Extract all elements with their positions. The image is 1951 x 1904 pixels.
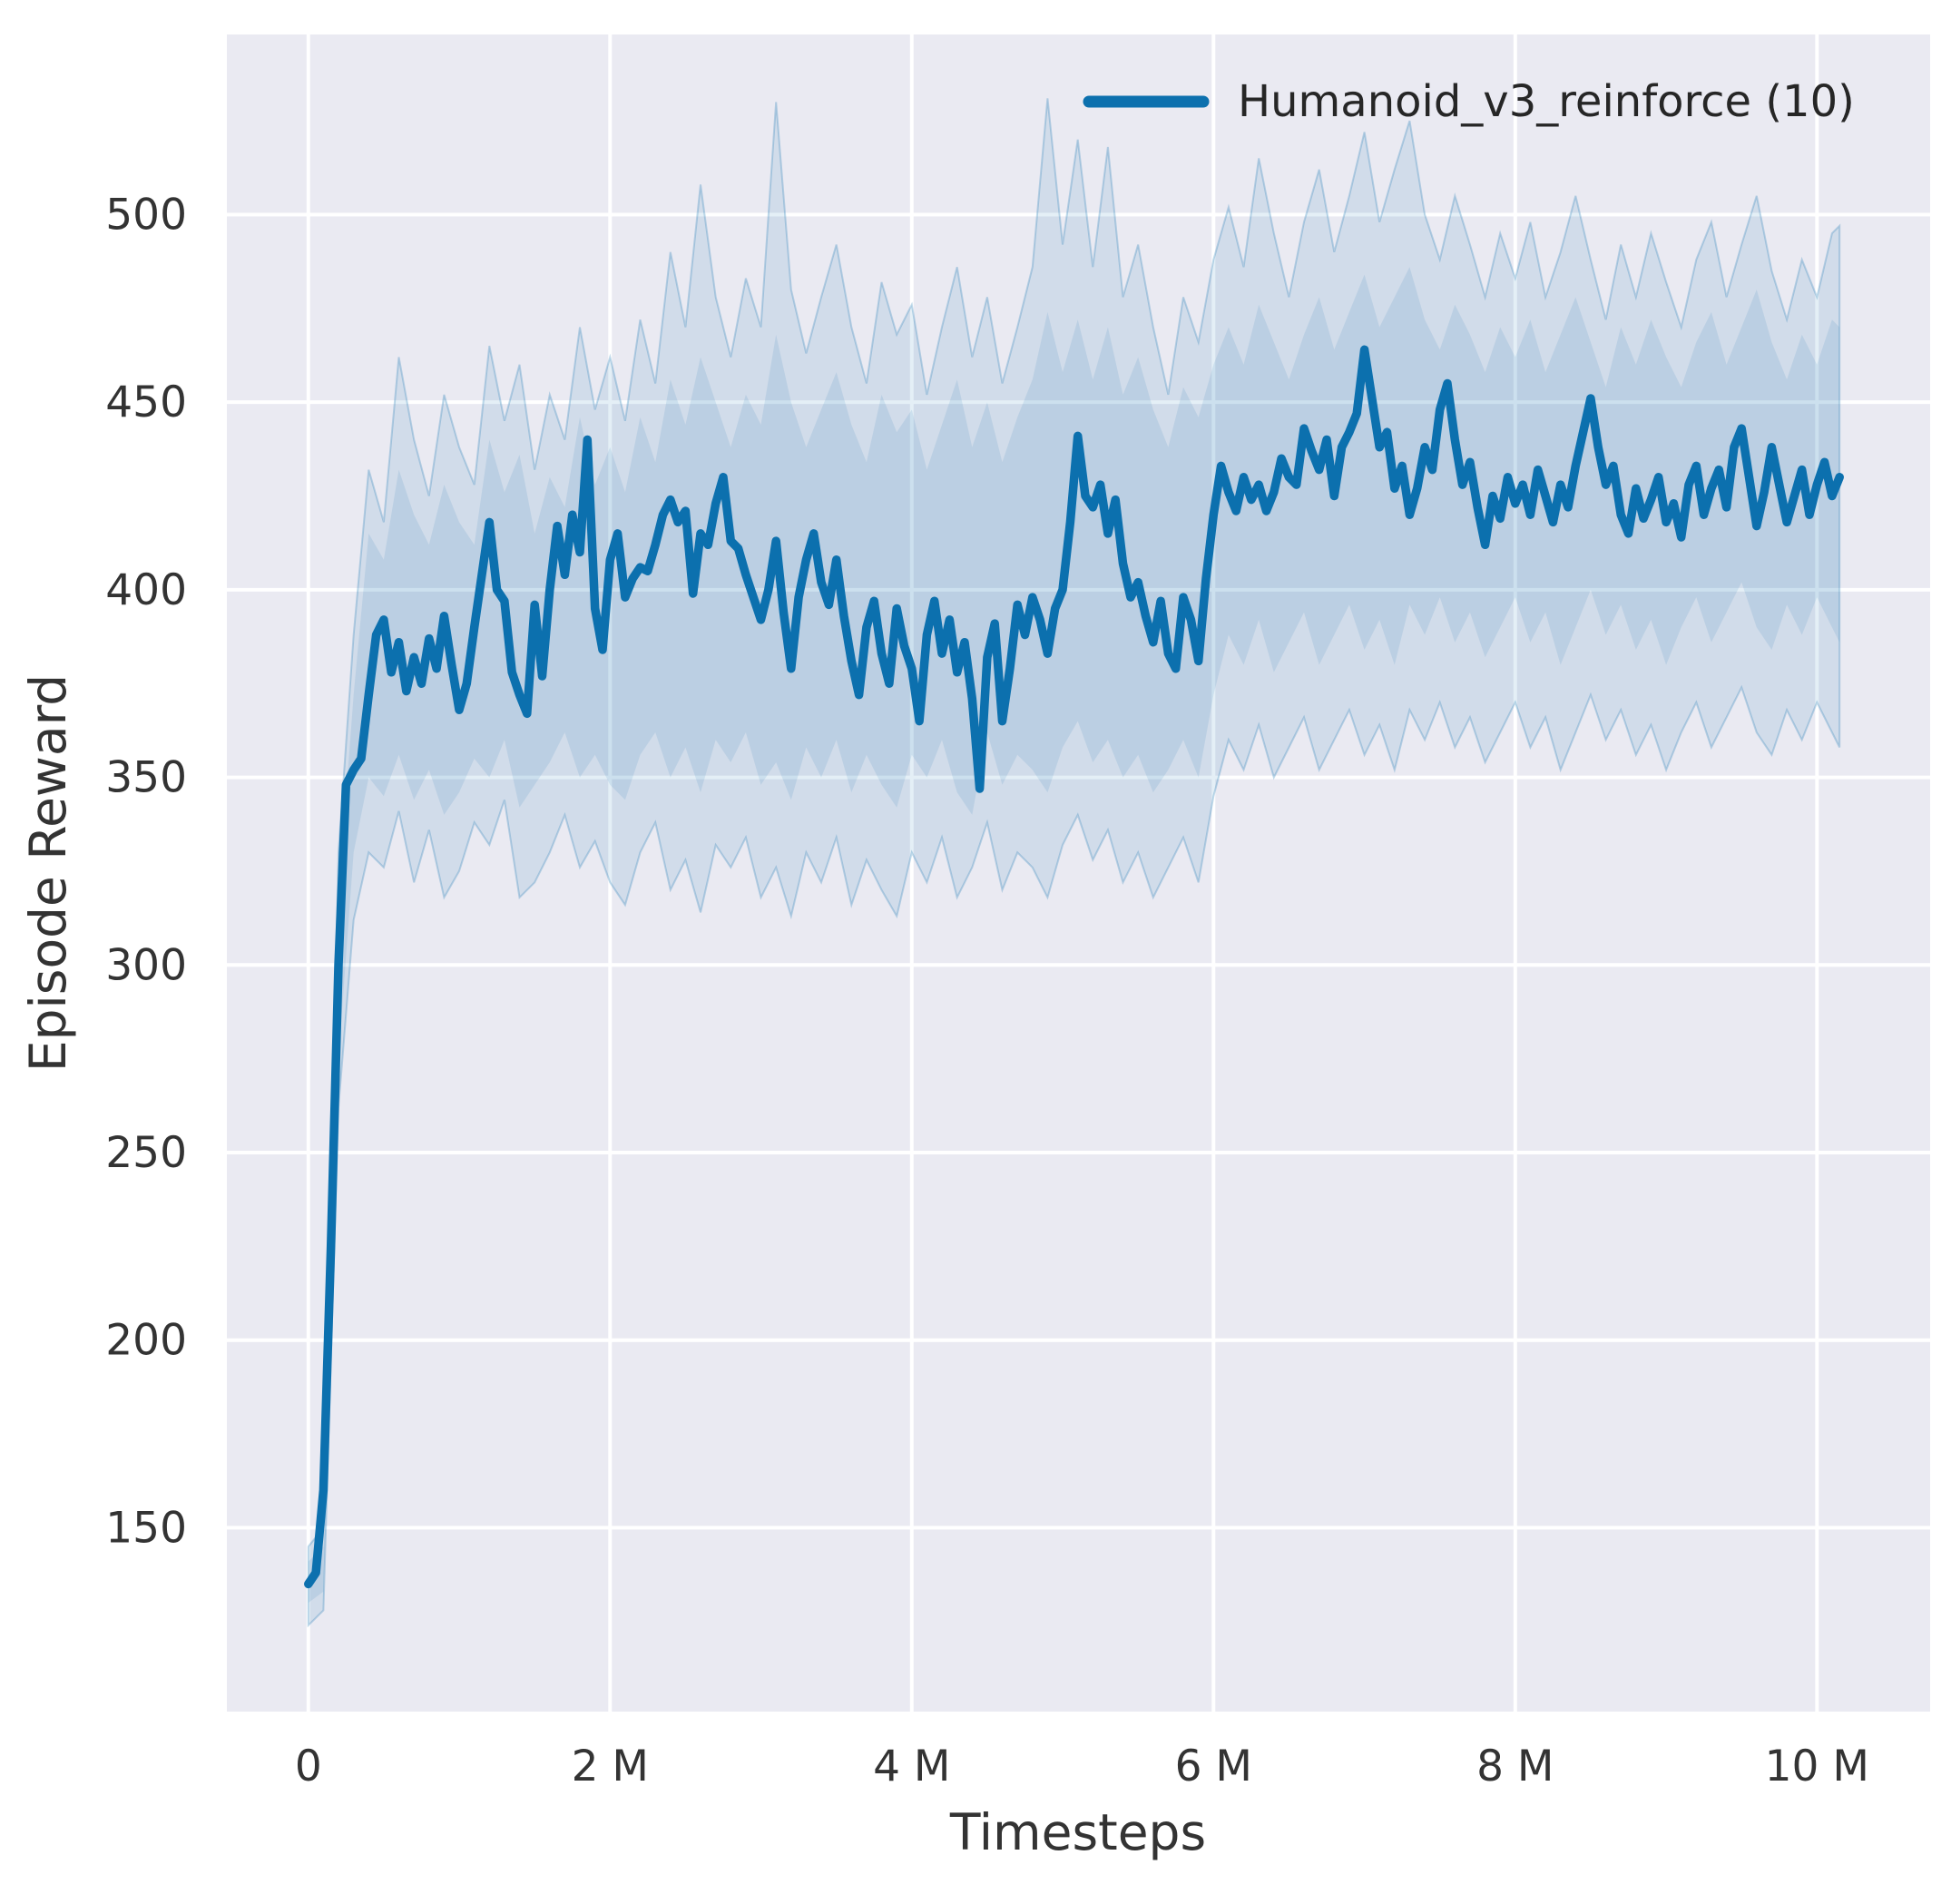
grid-layer bbox=[227, 34, 1930, 1712]
x-tick-label: 8 M bbox=[1476, 1742, 1554, 1791]
tick-layer: 0 2 M 4 M 6 M 8 M 10 M 150 200 250 300 350 400 450 50… bbox=[105, 190, 1869, 1791]
confidence-band-inner bbox=[308, 267, 1840, 1604]
y-tick-label: 200 bbox=[105, 1316, 187, 1366]
y-tick-label: 350 bbox=[105, 753, 187, 803]
data-layer bbox=[304, 98, 1844, 1628]
y-tick-label: 500 bbox=[105, 190, 187, 240]
y-axis-title: Episode Reward bbox=[19, 674, 77, 1072]
y-tick-label: 300 bbox=[105, 940, 187, 990]
x-tick-label: 6 M bbox=[1175, 1742, 1252, 1791]
x-tick-label: 0 bbox=[295, 1742, 322, 1791]
confidence-band-outer bbox=[307, 98, 1841, 1628]
x-tick-label: 10 M bbox=[1765, 1742, 1869, 1791]
mean-reward-line bbox=[304, 345, 1844, 1589]
x-tick-label: 4 M bbox=[873, 1742, 950, 1791]
y-tick-label: 250 bbox=[105, 1128, 187, 1178]
legend-series-label: Humanoid_v3_reinforce (10) bbox=[1238, 76, 1855, 127]
y-tick-label: 150 bbox=[105, 1503, 187, 1553]
y-tick-label: 450 bbox=[105, 378, 187, 427]
x-axis-title: Timesteps bbox=[949, 1803, 1206, 1861]
x-tick-label: 2 M bbox=[572, 1742, 649, 1791]
y-tick-label: 400 bbox=[105, 565, 187, 615]
plot-area bbox=[227, 34, 1930, 1712]
legend: Humanoid_v3_reinforce (10) bbox=[1083, 76, 1855, 127]
